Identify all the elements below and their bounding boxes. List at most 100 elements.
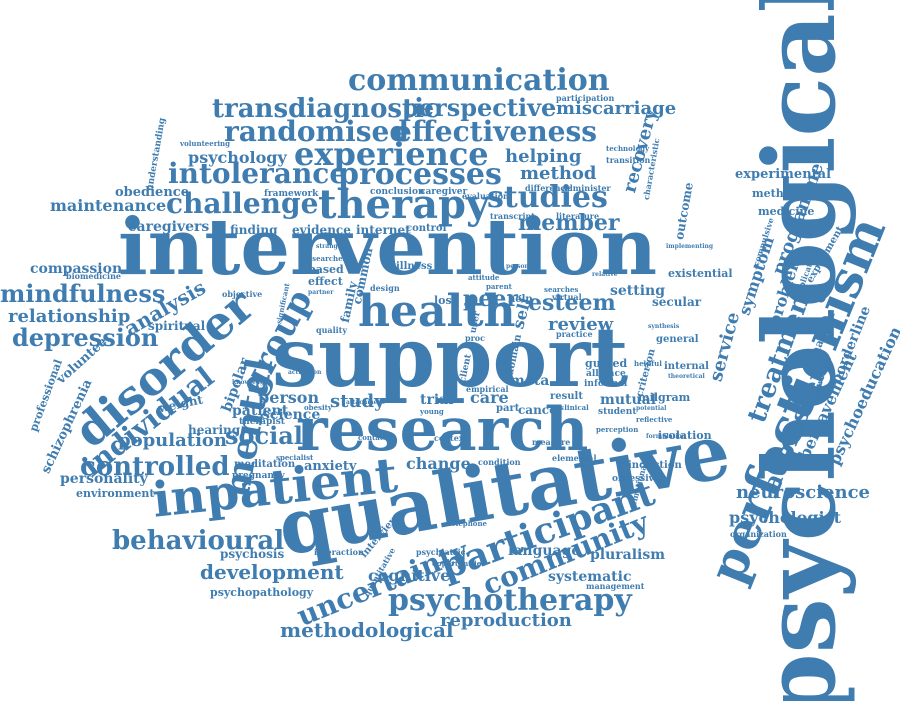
word-experimental: experimental: [735, 167, 832, 182]
word-researcher: researcher: [304, 254, 347, 263]
word-outcome: outcome: [672, 181, 696, 241]
word-based: based: [308, 263, 344, 276]
word-literature: literature: [556, 211, 600, 221]
word-reproduction: reproduction: [440, 610, 572, 631]
word-setting: setting: [610, 283, 666, 299]
word-technology: technology: [606, 144, 650, 153]
word-methodological: methodological: [280, 618, 454, 642]
word-mindfulness: mindfulness: [0, 279, 166, 308]
word-methodology: methodology: [752, 187, 832, 200]
word-meditation: meditation: [234, 459, 296, 470]
word-professional: professional: [26, 357, 65, 434]
word-pluralism: pluralism: [590, 547, 666, 563]
word-meta: meta: [510, 373, 550, 389]
word-trial: trial: [420, 392, 454, 408]
word-existential: existential: [668, 267, 733, 280]
word-intolerance: intolerance: [168, 157, 348, 190]
word-illness: illness: [396, 261, 433, 272]
word-transdiagnostic: transdiagnostic: [212, 94, 440, 124]
word-care: care: [470, 388, 509, 407]
word-reflective: reflective: [636, 415, 673, 424]
word-relationship: relationship: [8, 306, 131, 327]
word-quality: quality: [316, 325, 348, 335]
word-helpful: helpful: [634, 359, 662, 368]
word-attachment: attachment: [346, 399, 385, 406]
word-induction: induction: [628, 460, 682, 471]
word-communication: communication: [348, 63, 610, 98]
word-neuroscience: neuroscience: [736, 482, 870, 503]
word-evidence: evidence: [292, 223, 351, 237]
word-informal: informal: [584, 379, 628, 389]
word-practice: practice: [556, 329, 593, 339]
word-alliance: alliance: [586, 369, 626, 379]
word-review: review: [548, 314, 614, 335]
word-young: young: [420, 407, 444, 416]
word-esteem: esteem: [528, 290, 616, 316]
word-attitude: attitude: [468, 273, 500, 282]
word-context: context: [434, 433, 468, 443]
word-development: development: [200, 560, 344, 584]
word-depression: depression: [12, 323, 159, 352]
word-change: change: [406, 454, 471, 473]
word-student: student: [598, 407, 637, 417]
word-help: help: [508, 294, 533, 305]
word-personality: personality: [60, 471, 148, 487]
word-caregivers: caregivers: [128, 219, 210, 235]
word-theoretical: theoretical: [668, 373, 705, 380]
word-virtual: virtual: [552, 292, 582, 302]
word-language: language: [508, 543, 581, 559]
word-psychology: psychology: [188, 148, 287, 167]
word-evaluation: evaluation: [462, 191, 509, 201]
word-patient: patient: [232, 403, 289, 419]
word-intervention: intervention: [118, 202, 658, 293]
word-person: person: [258, 388, 320, 407]
word-cancer: cancer: [518, 403, 564, 417]
word-organization: organization: [730, 529, 787, 539]
word-searches: searches: [544, 285, 579, 294]
word-proc: proc: [465, 333, 486, 343]
word-science: science: [262, 407, 321, 423]
word-knowledge: knowledge: [232, 379, 268, 386]
word-potential: potential: [636, 405, 667, 412]
word-volunteering: volunteering: [180, 139, 231, 148]
word-psychiatric: psychiatric: [416, 547, 466, 557]
word-maintenance: maintenance: [50, 196, 167, 215]
word-social: social: [225, 421, 303, 450]
word-behavioural: behavioural: [112, 526, 285, 556]
word-spiritual: spiritual: [148, 319, 206, 333]
word-helping: helping: [505, 146, 582, 167]
word-psychosis: psychosis: [220, 547, 285, 561]
word-transition: transition: [606, 155, 651, 165]
word-objective: objective: [222, 289, 263, 299]
word-stranger: stranger: [316, 243, 345, 250]
word-design: design: [370, 283, 400, 293]
word-processes: processes: [338, 157, 502, 192]
word-condition: condition: [478, 457, 521, 467]
word-psychopathology: psychopathology: [210, 586, 314, 599]
word-interaction: interaction: [314, 547, 364, 557]
word-method: method: [520, 163, 597, 184]
word-transcript: transcript: [490, 211, 535, 221]
word-hearing: hearing: [188, 423, 241, 437]
word-health: health: [358, 286, 516, 337]
word-member: member: [518, 210, 620, 236]
word-anxiety: anxiety: [304, 459, 357, 474]
word-caregiver: caregiver: [420, 187, 468, 197]
word-contact: contact: [358, 433, 388, 442]
word-synthesis: synthesis: [648, 323, 680, 330]
word-empirical: empirical: [466, 384, 509, 394]
word-conclusion: conclusion: [370, 187, 425, 197]
word-understanding: understanding: [145, 117, 168, 192]
word-secular: secular: [652, 295, 702, 309]
word-personal: personal: [506, 263, 536, 270]
word-study: study: [330, 391, 385, 412]
word-peer: peer: [463, 286, 518, 312]
word-result: result: [550, 391, 583, 402]
word-studies: studies: [487, 180, 608, 215]
word-opportunities: opportunities: [432, 559, 486, 568]
word-compassion: compassion: [30, 261, 123, 277]
word-activation: activation: [288, 369, 322, 376]
word-elemental: elemental: [552, 453, 597, 463]
word-obsessive: obsessive: [612, 474, 660, 484]
